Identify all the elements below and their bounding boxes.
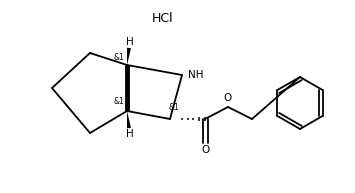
Text: O: O (223, 93, 231, 103)
Text: HCl: HCl (152, 13, 174, 25)
Text: &1: &1 (169, 103, 179, 113)
Polygon shape (127, 111, 131, 128)
Text: &1: &1 (114, 52, 124, 62)
Text: H: H (126, 37, 134, 47)
Text: NH: NH (188, 70, 204, 80)
Text: H: H (126, 129, 134, 139)
Text: &1: &1 (114, 97, 124, 107)
Text: O: O (201, 145, 209, 155)
Polygon shape (127, 48, 131, 65)
